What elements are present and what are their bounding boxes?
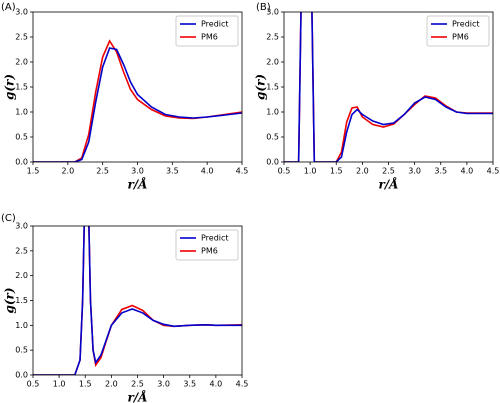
x-tick-label: 3.0: [157, 380, 170, 389]
y-tick-label: 2.5: [15, 246, 28, 255]
y-tick-label: 1.5: [266, 83, 279, 92]
legend-label: Predict: [201, 20, 229, 29]
plot-frame: [32, 225, 243, 376]
y-tick-label: 1.0: [15, 108, 28, 117]
y-tick-label: 2.0: [266, 58, 279, 67]
y-tick-label: 1.5: [15, 296, 28, 305]
y-tick-label: 3.0: [15, 222, 28, 231]
x-tick-label: 1.0: [304, 167, 317, 176]
y-tick-label: 0.5: [15, 133, 28, 142]
x-tick-label: 4.0: [201, 167, 214, 176]
legend-label: PM6: [201, 33, 218, 42]
series-line: [33, 226, 242, 375]
x-tick-label: 2.5: [382, 167, 395, 176]
series-line: [33, 47, 242, 162]
y-tick-label: 0.0: [15, 158, 28, 167]
plot-frame: [283, 11, 494, 163]
y-axis-label: g(r): [3, 74, 17, 100]
x-tick-label: 2.5: [96, 167, 109, 176]
y-tick-label: 2.0: [15, 58, 28, 67]
x-tick-label: 1.5: [330, 167, 343, 176]
x-tick-label: 4.0: [461, 167, 474, 176]
x-tick-label: 1.0: [53, 380, 66, 389]
y-tick-label: 3.0: [15, 8, 28, 17]
panel-label: (A): [1, 2, 16, 13]
panel: (C)0.5 1.0 1.5 2.0 2.5 3.0 3.5 4.0 4.50.00.51.01…: [1, 213, 249, 403]
x-tick-label: 4.5: [236, 380, 249, 389]
x-tick-label: 3.0: [131, 167, 144, 176]
y-tick-label: 1.0: [15, 321, 28, 330]
panel-label: (B): [256, 2, 271, 13]
x-tick-label: 0.5: [278, 167, 291, 176]
x-axis-label: r/Å: [378, 177, 398, 192]
y-axis-label: g(r): [3, 287, 17, 313]
series-line: [33, 226, 242, 375]
plot-frame: [32, 11, 243, 163]
y-tick-label: 1.5: [15, 83, 28, 92]
x-tick-label: 3.5: [183, 380, 196, 389]
y-tick-label: 0.5: [15, 346, 28, 355]
x-tick-label: 1.5: [27, 167, 40, 176]
panel: (A) 1.5 2.0 2.5 3.0 3.5 4.0 4.5 0.0 0.5 1.0 1.5 2.0 2…: [1, 2, 248, 192]
x-tick-label: 4.5: [487, 167, 500, 176]
x-tick-label: 3.5: [166, 167, 179, 176]
y-tick-label: 0.5: [266, 133, 279, 142]
x-tick-label: 3.5: [434, 167, 447, 176]
x-tick-label: 3.0: [408, 167, 421, 176]
x-tick-label: 1.5: [79, 380, 92, 389]
legend-label: PM6: [452, 33, 469, 42]
series-line: [284, 12, 493, 162]
y-axis-label: g(r): [254, 74, 268, 100]
y-tick-label: 0.0: [266, 158, 279, 167]
legend-label: Predict: [452, 20, 480, 29]
x-tick-label: 4.5: [236, 167, 249, 176]
legend-label: Predict: [201, 234, 229, 243]
x-tick-label: 0.5: [27, 380, 40, 389]
x-tick-label: 4.0: [210, 380, 223, 389]
series-line: [33, 39, 242, 162]
panel: (B)0.5 1.0 1.5 2.0 2.5 3.0 3.5 4.0 4.50.00.51.01…: [254, 2, 500, 192]
x-tick-label: 2.0: [105, 380, 118, 389]
y-tick-label: 2.0: [15, 271, 28, 280]
y-tick-label: 2.5: [266, 33, 279, 42]
legend-label: PM6: [201, 247, 218, 256]
x-tick-label: 2.0: [356, 167, 369, 176]
x-axis-label: r/Å: [127, 177, 147, 192]
x-axis-label: r/Å: [127, 390, 147, 403]
y-tick-label: 0.0: [15, 371, 28, 380]
x-tick-label: 2.5: [131, 380, 144, 389]
y-tick-label: 2.5: [15, 33, 28, 42]
panel-label: (C): [1, 213, 16, 224]
y-tick-label: 1.0: [266, 108, 279, 117]
y-tick-label: 3.0: [266, 8, 279, 17]
x-tick-label: 2.0: [61, 167, 74, 176]
